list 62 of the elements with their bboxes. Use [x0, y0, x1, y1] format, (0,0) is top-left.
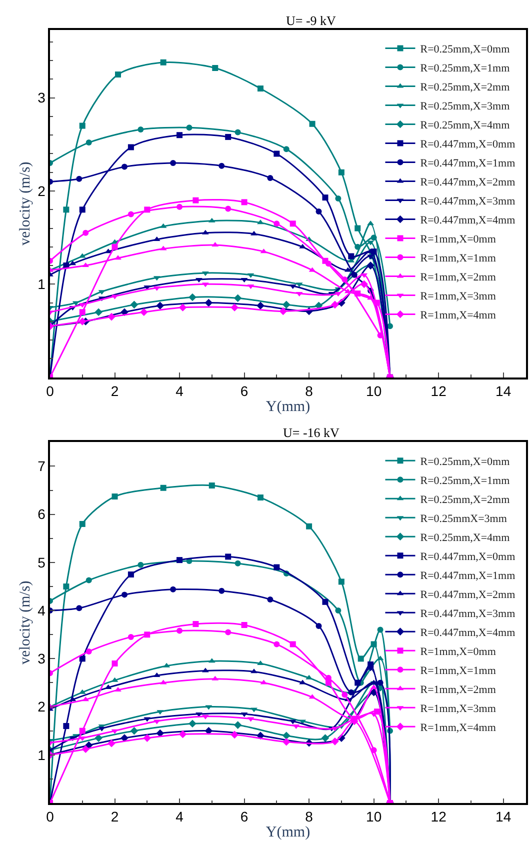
- legend-label: R=1mm,X=3mm: [420, 702, 496, 715]
- y-tick-label: 6: [38, 506, 46, 522]
- x-tick-label: 14: [496, 382, 512, 399]
- x-tick-label: 12: [430, 808, 447, 825]
- x-tick-label: 14: [496, 808, 512, 825]
- y-tick-label: 1: [38, 746, 46, 763]
- x-tick-label: 8: [305, 382, 314, 399]
- legend-label: R=1mm,X=0mm: [420, 646, 496, 658]
- y-axis-title: velocity (m/s): [17, 580, 34, 664]
- legend-label: R=0.447mm,X=3mm: [420, 608, 516, 620]
- legend-label: R=0.447mm,X=0mm: [420, 550, 516, 563]
- legend-label: R=1mm,X=1mm: [420, 252, 496, 265]
- y-tick-label: 7: [38, 458, 46, 474]
- y-tick-label: 1: [38, 276, 46, 292]
- legend-label: R=0.447mm,X=1mm: [420, 158, 516, 170]
- x-tick-label: 10: [366, 382, 382, 399]
- x-tick-label: 4: [176, 808, 184, 825]
- x-tick-label: 8: [305, 808, 314, 825]
- legend-label: R=1mm,X=3mm: [420, 290, 496, 303]
- legend-label: R=1mm,X=2mm: [420, 684, 496, 696]
- legend-label: R=0.447mm,X=4mm: [420, 214, 516, 227]
- legend-label: R=0.25mm,X=0mm: [420, 456, 510, 468]
- legend-label: R=0.25mm,X=3mm: [420, 100, 510, 113]
- y-tick-label: 3: [38, 650, 46, 667]
- legend-label: R=0.25mm,X=0mm: [420, 44, 510, 56]
- legend-label: R=0.25mm,X=4mm: [420, 120, 510, 132]
- legend-label: R=1mm,X=4mm: [420, 310, 496, 322]
- legend-label: R=1mm,X=2mm: [420, 272, 496, 284]
- x-tick-label: 2: [110, 382, 119, 399]
- x-axis-title: Y(mm): [266, 824, 310, 841]
- legend-label: R=0.447mm,X=3mm: [420, 196, 516, 208]
- legend-label: R=0.447mm,X=2mm: [420, 176, 516, 189]
- x-tick-label: 6: [240, 382, 248, 399]
- legend-label: R=0.25mm,X=2mm: [420, 494, 510, 506]
- legend-label: R=0.25mm,X=2mm: [420, 82, 510, 94]
- legend-label: R=0.447mm,X=0mm: [420, 138, 516, 151]
- legend-label: R=1mm,X=0mm: [420, 234, 496, 246]
- y-axis-title: velocity (m/s): [17, 162, 34, 246]
- x-tick-label: 2: [110, 808, 119, 825]
- y-tick-label: 4: [38, 602, 46, 618]
- y-tick-label: 2: [38, 698, 46, 715]
- x-tick-label: 0: [46, 382, 54, 399]
- legend-label: R=0.447mm,X=1mm: [420, 570, 516, 582]
- x-tick-label: 4: [176, 382, 184, 399]
- chart-title: U= -9 kV: [286, 13, 337, 28]
- chart-title: U= -16 kV: [283, 425, 340, 440]
- legend-label: R=0.25mm,X=4mm: [420, 532, 510, 544]
- legend-label: R=0.25mm,X=1mm: [420, 474, 510, 487]
- x-tick-label: 6: [240, 808, 248, 825]
- x-axis-title: Y(mm): [266, 398, 310, 415]
- x-tick-label: 0: [46, 808, 54, 825]
- x-tick-label: 12: [430, 382, 447, 399]
- x-tick-label: 10: [366, 808, 382, 825]
- legend-label: R=0.25mm,X=1mm: [420, 62, 510, 75]
- legend-label: R=1mm,X=1mm: [420, 664, 496, 677]
- legend-label: R=0.25mmX=3mm: [420, 512, 508, 525]
- y-tick-label: 2: [38, 182, 46, 199]
- legend-label: R=1mm,X=4mm: [420, 722, 496, 734]
- legend-label: R=0.447mm,X=2mm: [420, 588, 516, 601]
- y-tick-label: 5: [38, 554, 46, 570]
- legend-label: R=0.447mm,X=4mm: [420, 626, 516, 639]
- y-tick-label: 3: [38, 90, 46, 106]
